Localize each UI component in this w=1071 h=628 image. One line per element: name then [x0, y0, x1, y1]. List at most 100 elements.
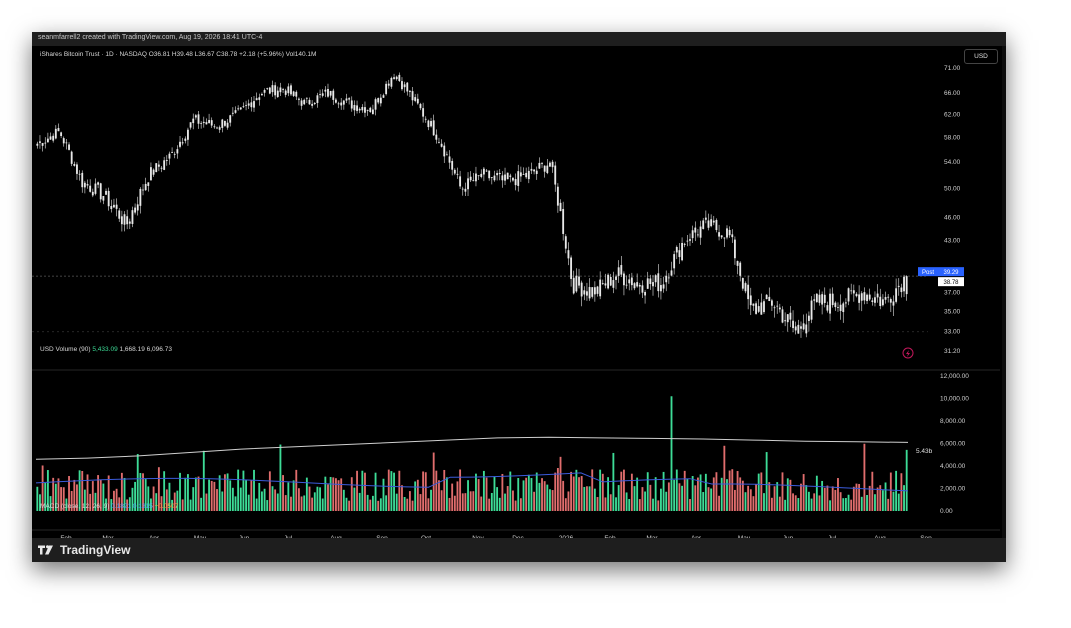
candle-body: [712, 220, 715, 223]
volume-bar: [83, 489, 86, 511]
volume-bar: [747, 485, 750, 511]
lightning-icon: [906, 350, 910, 357]
volume-bar: [689, 499, 691, 511]
tradingview-logo[interactable]: TradingView: [38, 543, 130, 557]
volume-bar: [900, 473, 903, 511]
candle-body: [504, 174, 506, 181]
candle-body: [723, 237, 726, 239]
volume-bar: [607, 477, 610, 511]
candle-body: [297, 98, 300, 100]
candle-body: [662, 284, 665, 289]
bottom-bar: TradingView: [32, 538, 1006, 562]
candle-body: [567, 250, 570, 259]
volume-bar: [871, 471, 874, 511]
candle-body: [427, 120, 430, 128]
candle-body: [778, 307, 781, 310]
volume-bar: [443, 469, 446, 511]
volume-bar: [86, 474, 89, 511]
volume-bar: [123, 477, 126, 511]
volume-bar: [514, 500, 517, 511]
candle-body: [197, 114, 200, 124]
volume-bar: [760, 472, 763, 511]
volume-bar: [89, 493, 92, 511]
volume-bar: [54, 483, 57, 511]
chart-canvas[interactable]: 71.00 66.00 62.00 58.00 54.00 50.00 46.00 43.00…: [32, 46, 1002, 546]
volume-legend-value-2: 1,668.19: [119, 346, 145, 353]
candle-body: [733, 239, 736, 259]
candle-body: [765, 294, 768, 300]
volume-bar: [448, 497, 451, 511]
candle-body: [784, 320, 787, 322]
volume-bar: [831, 486, 834, 511]
volume-bar: [150, 498, 152, 511]
candle-body: [731, 234, 734, 238]
volume-bar: [321, 498, 324, 511]
candle-body: [855, 293, 858, 297]
volume-bar: [337, 480, 340, 511]
volume-bar: [681, 485, 683, 511]
volume-bar: [879, 485, 882, 511]
candle-body: [324, 89, 327, 92]
volume-bar: [815, 475, 818, 511]
post-badge: [918, 267, 938, 277]
candle-body: [736, 261, 739, 266]
candle-body: [593, 287, 596, 295]
candle-body: [522, 174, 525, 175]
candle-body: [300, 100, 303, 106]
candle-body: [189, 122, 192, 128]
candle-body: [726, 228, 728, 238]
volume-bar: [636, 477, 639, 511]
candle-body: [200, 122, 203, 124]
candle-body: [728, 229, 731, 236]
candle-body: [673, 254, 676, 269]
candle-body: [583, 290, 586, 295]
volume-bar: [855, 483, 858, 511]
volume-bar: [488, 498, 491, 511]
candle-body: [89, 185, 92, 192]
candle-body: [78, 173, 81, 175]
volume-bar: [184, 477, 187, 511]
volume-bar: [128, 497, 131, 511]
candle-body: [443, 145, 446, 157]
candle-body: [234, 110, 237, 113]
volume-bar: [319, 487, 321, 511]
volume-bar: [580, 476, 583, 511]
volume-bar: [160, 496, 163, 511]
volume-bar: [364, 472, 366, 511]
candle-body: [578, 276, 580, 286]
candle-body: [773, 307, 776, 309]
candle-body: [868, 294, 871, 300]
candle-body: [681, 242, 683, 261]
volume-bar: [765, 452, 768, 511]
chart-panel[interactable]: 71.00 66.00 62.00 58.00 54.00 50.00 46.00 43.00…: [32, 46, 1002, 546]
volume-bar: [726, 479, 728, 511]
candle-body: [118, 210, 121, 219]
volume-bar: [385, 495, 388, 511]
volume-bar: [823, 487, 826, 511]
candle-body: [102, 195, 105, 201]
volume-bar: [268, 471, 271, 511]
currency-button[interactable]: USD: [964, 49, 998, 64]
candle-body: [860, 293, 863, 301]
candle-body: [757, 306, 760, 312]
volume-bar: [609, 494, 612, 511]
candle-body: [216, 127, 218, 129]
volume-bar: [163, 471, 166, 511]
created-by-text: seanmfarrell2 created with TradingView.c…: [38, 34, 263, 41]
candle-body: [667, 277, 670, 279]
volume-bar: [144, 478, 147, 511]
candle-body: [379, 97, 382, 104]
volume-bar: [527, 474, 530, 511]
post-value-badge: [938, 267, 964, 277]
volume-bar: [612, 452, 615, 511]
candle-body: [525, 172, 528, 178]
candle-body: [633, 283, 636, 289]
volume-bar: [472, 491, 475, 511]
candle-body: [131, 210, 134, 224]
volume-bar: [829, 500, 831, 511]
candle-body: [823, 294, 826, 303]
volume-bar: [440, 490, 443, 511]
volume-bar: [837, 478, 839, 511]
candle-body: [371, 109, 374, 115]
candle-body: [411, 91, 414, 101]
